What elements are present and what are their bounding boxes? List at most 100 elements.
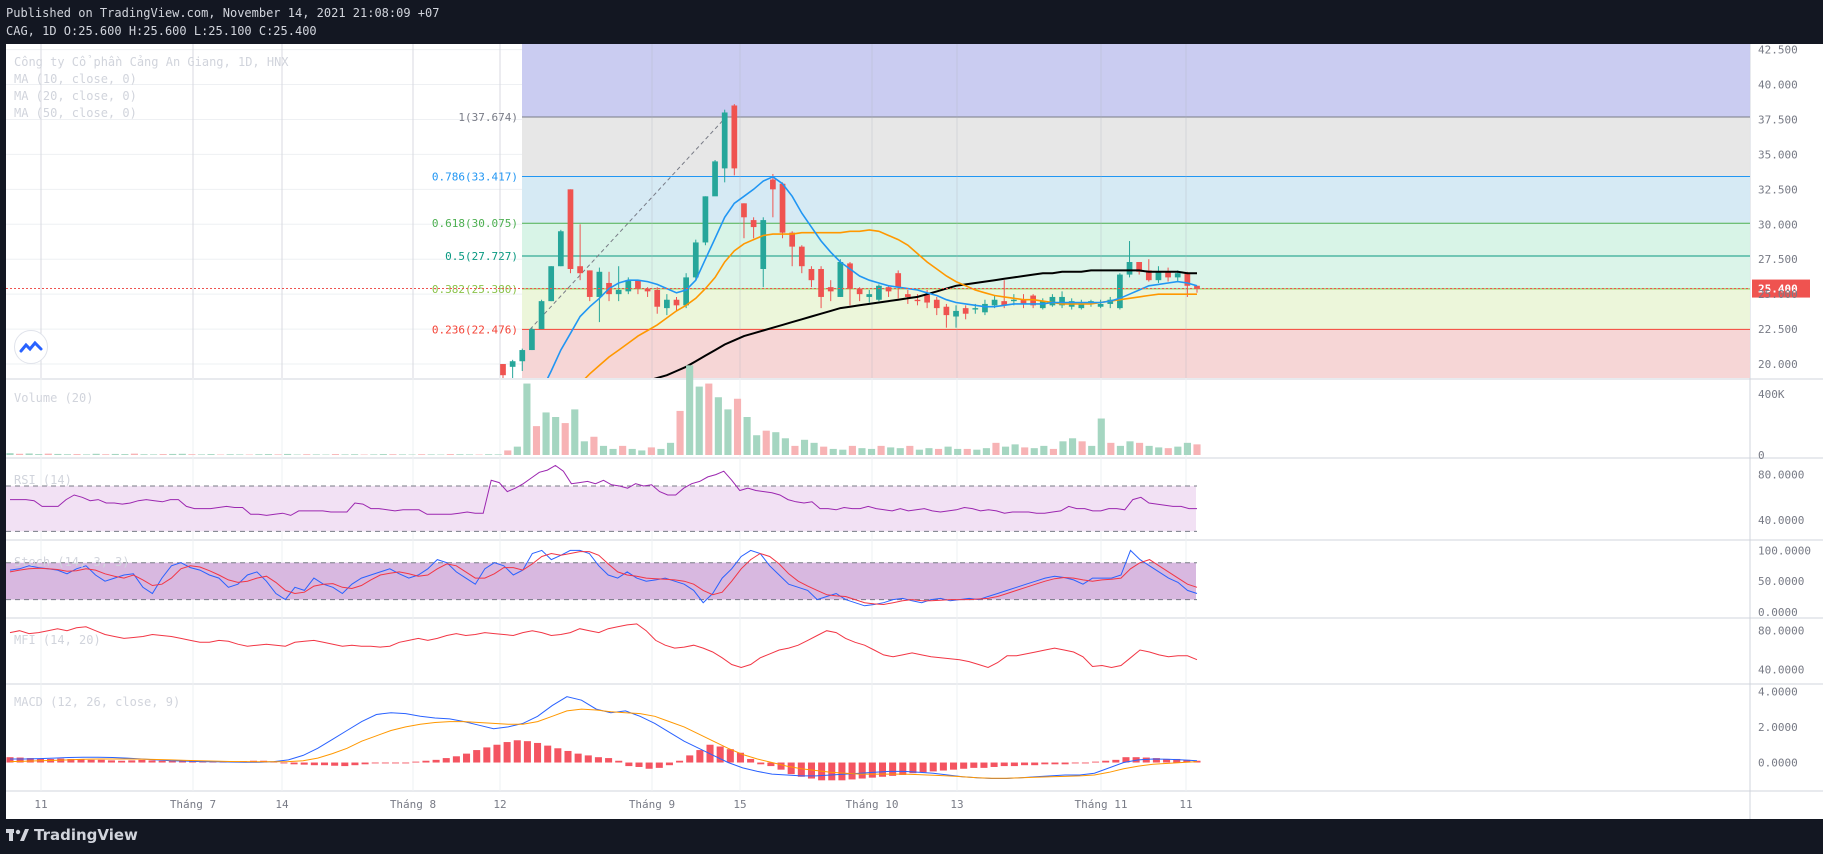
volume-bar — [580, 441, 588, 455]
macd-histogram-bar — [523, 741, 531, 763]
macd-histogram-bar — [320, 762, 329, 766]
volume-bar — [494, 454, 502, 455]
candle-down — [779, 183, 786, 233]
volume-bar — [398, 454, 407, 455]
candle-up — [1117, 274, 1123, 309]
macd-histogram-bar — [1021, 762, 1029, 766]
macd-histogram-bar — [584, 755, 592, 763]
macd-histogram-bar — [929, 762, 937, 772]
volume-bar — [800, 439, 809, 455]
volume-bar — [63, 454, 71, 455]
candle-up — [625, 280, 632, 292]
fib-band — [522, 223, 1750, 257]
macd-histogram-bar — [432, 759, 440, 763]
volume-bar — [848, 445, 856, 455]
volume-bar — [150, 454, 158, 455]
macd-histogram-bar — [1102, 760, 1110, 763]
candle-down — [741, 203, 747, 218]
price-axis-label: 42.500 — [1758, 44, 1798, 57]
volume-bar — [16, 453, 24, 455]
volume-bar — [1059, 441, 1067, 455]
volume-bar — [1193, 444, 1201, 455]
volume-bar — [102, 454, 110, 455]
fib-band — [522, 117, 1750, 177]
candle-down — [1136, 262, 1143, 272]
macd-histogram-bar — [534, 742, 542, 763]
fib-level-label: 0.236(22.476) — [432, 323, 518, 336]
volume-bar — [130, 453, 139, 455]
candle-up — [1155, 271, 1162, 281]
volume-bar — [714, 397, 722, 455]
volume-bar — [207, 454, 215, 455]
ma20-line — [584, 229, 1197, 378]
legend-ma20: MA (20, close, 0) — [14, 89, 137, 103]
volume-bar — [733, 398, 742, 455]
stoch-series-d-line — [9, 551, 1198, 606]
macd-histogram-bar — [594, 757, 602, 763]
rsi-band — [6, 485, 1196, 532]
legend-ma50: MA (50, close, 0) — [14, 106, 137, 120]
volume-bar — [925, 448, 933, 455]
macd-histogram-bar — [138, 759, 146, 763]
macd-histogram-bar — [980, 762, 988, 768]
macd-histogram-bar — [787, 762, 795, 775]
macd-histogram-bar — [483, 747, 491, 763]
candle-down — [635, 280, 641, 289]
candle-up — [991, 299, 998, 306]
mfi-axis-label: 80.0000 — [1758, 625, 1804, 638]
volume-bar — [226, 454, 234, 455]
macd-histogram-bar — [574, 753, 582, 763]
volume-bar — [705, 383, 713, 455]
macd-histogram-bar — [655, 762, 663, 768]
volume-bar — [351, 454, 359, 455]
macd-histogram-bar — [777, 762, 785, 770]
macd-histogram-bar — [513, 740, 521, 763]
candle-down — [914, 299, 921, 302]
tradingview-brand[interactable]: TradingView — [6, 826, 138, 844]
volume-bar — [418, 454, 426, 455]
candle-down — [654, 289, 661, 307]
legend-title: Công ty Cổ phần Cảng An Giang, 1D, HNX — [14, 55, 289, 69]
candle-down — [644, 288, 651, 292]
candle-down — [1184, 273, 1191, 286]
macd-series-signal-line — [9, 708, 1198, 779]
volume-bar — [934, 448, 943, 455]
macd-histogram-bar — [716, 746, 724, 763]
volume-bar — [25, 453, 33, 455]
macd-histogram-bar — [736, 752, 744, 763]
fib-band — [522, 329, 1750, 378]
macd-histogram-bar — [503, 742, 511, 763]
brand-name: TradingView — [34, 826, 138, 844]
time-axis-label: 15 — [733, 798, 746, 811]
volume-bar — [695, 386, 703, 455]
time-axis-label: 14 — [275, 798, 289, 811]
candle-up — [1174, 273, 1181, 278]
candle-up — [519, 350, 526, 362]
macd-histogram-bar — [605, 758, 613, 763]
macd-histogram-bar — [493, 744, 501, 763]
macd-histogram-bar — [463, 753, 471, 763]
tv-floating-logo[interactable] — [14, 330, 48, 364]
candle-up — [1011, 299, 1017, 302]
macd-histogram-bar — [615, 760, 623, 763]
volume-bar — [1001, 446, 1010, 455]
macd-histogram-bar — [6, 757, 14, 763]
volume-bar — [762, 430, 770, 455]
stoch-axis-label: 0.0000 — [1758, 606, 1798, 619]
volume-bar — [1164, 448, 1172, 455]
macd-axis-label: 0.0000 — [1758, 757, 1798, 770]
macd-histogram-bar — [341, 762, 349, 767]
volume-bar — [666, 442, 675, 455]
legend-mfi: MFI (14, 20) — [14, 633, 101, 647]
candle-up — [1088, 301, 1094, 303]
macd-histogram-bar — [970, 762, 978, 768]
volume-bar — [274, 454, 282, 455]
volume-bar — [724, 409, 732, 455]
ma-lines — [546, 175, 1198, 378]
fib-level-label: 0.618(30.075) — [432, 217, 518, 230]
fib-level-label: 1(37.674) — [458, 111, 518, 124]
stoch-series-k-line — [9, 549, 1198, 607]
candle-down — [962, 308, 969, 314]
volume-bar — [169, 453, 177, 455]
